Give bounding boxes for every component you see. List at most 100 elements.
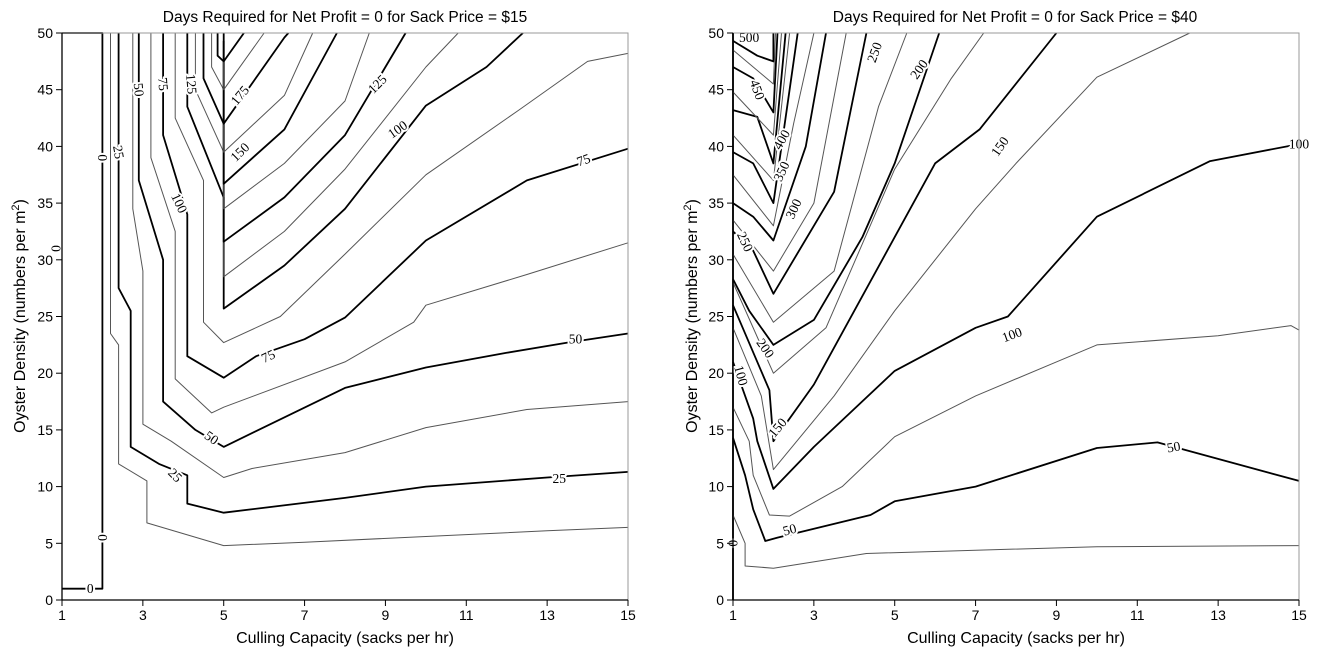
chart-right-contour-400 [732, 32, 787, 165]
chart-right-y-tick-label: 50 [708, 25, 724, 41]
chart-right-contour-100 [732, 143, 1300, 490]
chart-left-contours [62, 32, 629, 590]
chart-right-y-ticks: 0 5 10 15 20 25 30 35 40 45 50 [708, 25, 733, 608]
chart-right-y-tick-label: 5 [716, 535, 724, 551]
chart-left: Days Required for Net Profit = 0 for Sac… [10, 9, 636, 647]
chart-left-contour-50 [137, 33, 629, 448]
chart-right-contour-475 [732, 32, 776, 85]
chart-left-y-tick-label: 35 [37, 195, 53, 211]
chart-left-x-tick-label: 11 [459, 607, 474, 623]
chart-left-y-tick-label: 40 [37, 138, 53, 154]
chart-left-contour-137_5 [211, 32, 370, 210]
chart-left-x-tick-label: 15 [620, 607, 636, 623]
chart-left-y-tick-label: 20 [37, 365, 53, 381]
chart-right: Days Required for Net Profit = 0 for Sac… [682, 9, 1311, 647]
chart-left-contour-label: 25 [110, 144, 127, 160]
chart-left-contour-200 [222, 32, 245, 63]
chart-right-contour-275 [732, 32, 847, 272]
chart-left-contour-label: 0 [95, 534, 110, 541]
chart-right-contours [732, 32, 1300, 600]
chart-right-contour-300 [732, 32, 827, 242]
chart-left-y-tick-label: 50 [37, 25, 53, 41]
chart-right-contour-label: 50 [1166, 438, 1182, 455]
chart-left-x-ticks: 1 3 5 7 9 11 13 15 [58, 600, 636, 623]
chart-right-contour-label: 100 [1000, 324, 1024, 345]
chart-right-x-tick-label: 13 [1210, 607, 1226, 623]
chart-right-y-tick-label: 15 [708, 422, 724, 438]
chart-left-contour-label: 50 [569, 332, 583, 347]
chart-left-y-axis-title-end: ) [12, 199, 29, 204]
chart-right-contour-350 [732, 32, 799, 205]
chart-right-contour-50 [732, 437, 1300, 542]
chart-left-x-axis-title: Culling Capacity (sacks per hr) [236, 630, 454, 647]
chart-left-contour-label: 50 [131, 82, 147, 97]
chart-right-contour-25 [732, 514, 1300, 569]
chart-right-frame [732, 32, 1300, 601]
chart-right-contour-150 [732, 32, 1058, 443]
chart-left-contour-187_5 [223, 32, 265, 91]
chart-right-contour-125 [732, 32, 1191, 471]
chart-left-contour-label: 0 [87, 581, 94, 596]
chart-right-contour-425 [732, 32, 782, 136]
chart-left-contour-12_5 [110, 33, 629, 547]
chart-left-x-tick-label: 1 [58, 607, 66, 623]
chart-right-y-tick-label: 10 [708, 479, 724, 495]
chart-left-contour-label: 0 [95, 154, 110, 161]
chart-left-contour-0 [62, 32, 104, 590]
chart-left-y-tick-label: 5 [45, 535, 53, 551]
chart-left-contour-62_5 [150, 33, 629, 414]
chart-left-contour-label: 25 [553, 471, 567, 486]
chart-right-contour-label: 500 [739, 30, 760, 45]
chart-right-contour-450 [732, 32, 779, 114]
chart-left-y-tick-label: 10 [37, 479, 53, 495]
chart-left-y-axis-title-sup: 2 [10, 204, 22, 210]
chart-right-contour-500 [732, 33, 775, 63]
chart-right-y-axis-title-end: ) [684, 199, 701, 204]
chart-left-contour-label: 125 [365, 71, 390, 96]
chart-right-contour-label: 100 [731, 364, 751, 388]
chart-right-x-tick-label: 15 [1291, 607, 1307, 623]
chart-right-contour-175 [732, 32, 985, 374]
chart-right-contour-325 [732, 32, 815, 227]
chart-right-y-tick-label: 35 [708, 195, 724, 211]
chart-right-x-tick-label: 11 [1130, 607, 1145, 623]
chart-left-y-tick-label: 25 [37, 309, 53, 325]
chart-right-contour-label: 200 [753, 336, 777, 361]
chart-right-title: Days Required for Net Profit = 0 for Sac… [833, 9, 1198, 26]
chart-right-x-tick-label: 1 [729, 607, 737, 623]
chart-left-contour-label: 125 [183, 73, 200, 95]
chart-right-contour-200 [732, 32, 941, 346]
chart-left-contour-label: 100 [385, 117, 410, 141]
chart-left-contour-25 [117, 33, 629, 514]
chart-right-y-tick-label: 30 [708, 252, 724, 268]
chart-right-contour-label: 200 [907, 56, 931, 81]
chart-right-y-tick-label: 25 [708, 309, 724, 325]
chart-left-y-tick-label: 15 [37, 422, 53, 438]
chart-left-x-tick-label: 3 [139, 607, 147, 623]
chart-right-contour-label: 250 [864, 40, 885, 64]
chart-left-y-tick-label: 0 [45, 592, 53, 608]
chart-left-contour-87_5 [174, 33, 629, 344]
chart-left-x-tick-label: 9 [382, 607, 390, 623]
chart-left-y-axis-title-main: Oyster Density (numbers per m [12, 211, 29, 433]
chart-right-x-tick-label: 5 [891, 607, 899, 623]
chart-right-x-ticks: 1 3 5 7 9 11 13 15 [729, 600, 1307, 623]
chart-left-contour-label: 175 [228, 83, 253, 108]
chart-left-contour-label: 75 [575, 151, 593, 170]
chart-right-y-axis-title-sup: 2 [682, 204, 694, 210]
chart-left-contour-112_5 [194, 32, 459, 278]
chart-left-x-tick-label: 7 [301, 607, 309, 623]
chart-right-x-tick-label: 7 [972, 607, 980, 623]
chart-left-contour-label: 0 [48, 245, 63, 252]
chart-right-contour-375 [732, 32, 791, 181]
chart-left-y-axis-title: Oyster Density (numbers per m2) [10, 199, 29, 433]
chart-right-y-tick-label: 0 [716, 592, 724, 608]
chart-right-x-tick-label: 3 [810, 607, 818, 623]
chart-right-contour-label: 150 [988, 134, 1012, 159]
chart-right-y-tick-label: 20 [708, 365, 724, 381]
chart-right-contour-label: 50 [781, 521, 798, 539]
chart-left-contour-125 [202, 32, 407, 243]
chart-right-y-tick-label: 45 [708, 82, 724, 98]
chart-left-contour-label: 50 [202, 428, 222, 448]
chart-left-contour-37_5 [132, 33, 629, 478]
